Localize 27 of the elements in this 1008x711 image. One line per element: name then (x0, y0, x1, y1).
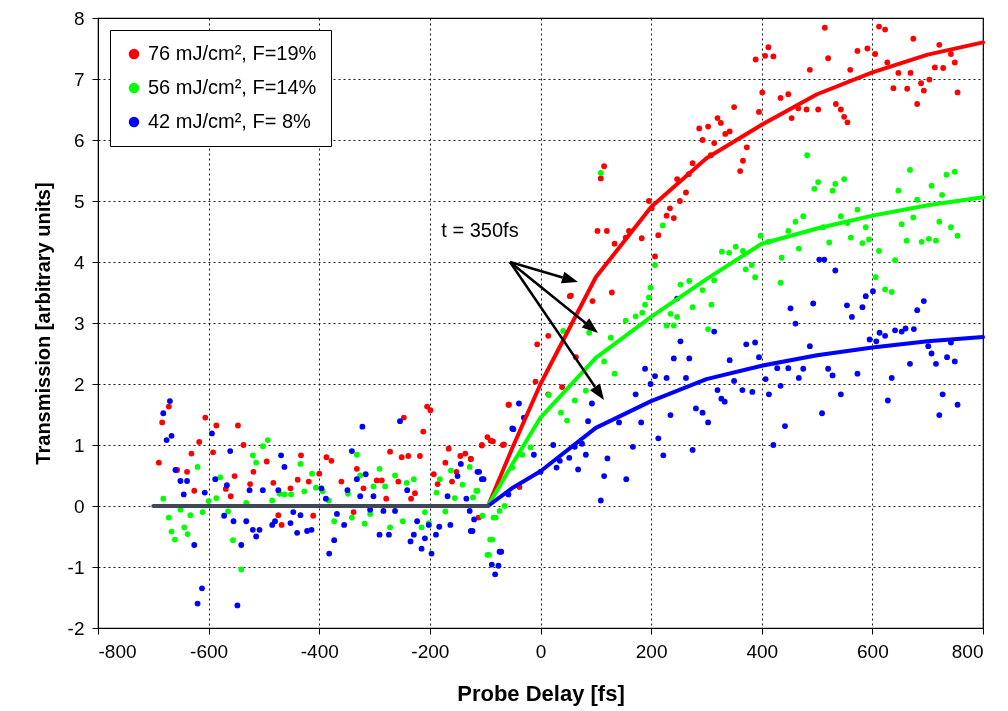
annotation: t = 350fs (441, 219, 519, 241)
x-tick-label: -600 (190, 640, 229, 662)
y-axis-title: Transmission [arbitrary units] (31, 182, 54, 465)
x-tick-label: 0 (535, 640, 547, 662)
y-tick-label: 2 (73, 373, 85, 395)
line-series (485, 335, 985, 508)
y-tick-label: -2 (67, 617, 85, 639)
x-tick-label: 400 (746, 640, 779, 662)
y-tick-label: 5 (73, 190, 85, 212)
y-tick-label: -1 (67, 556, 85, 578)
y-tick-label: 4 (73, 251, 85, 273)
legend-label: 76 mJ/cm², F=19% (148, 42, 317, 64)
y-tick-label: 3 (73, 312, 85, 334)
x-tick-label: 200 (635, 640, 668, 662)
x-tick-label: -400 (300, 640, 339, 662)
legend-label: 56 mJ/cm², F=14% (148, 76, 317, 98)
x-tick-label: 800 (951, 640, 984, 662)
x-tick-label: 600 (857, 640, 889, 662)
y-tick-label: 0 (73, 495, 85, 517)
y-tick-label: 1 (73, 434, 85, 456)
y-tick-label: 8 (73, 7, 85, 29)
x-tick-label: -800 (98, 640, 137, 662)
y-tick-label: 6 (73, 129, 85, 151)
x-axis-title: Probe Delay [fs] (457, 680, 625, 706)
x-tick-label: -200 (411, 640, 450, 662)
y-tick-label: 7 (73, 68, 85, 90)
legend-label: 42 mJ/cm², F= 8% (148, 110, 312, 132)
